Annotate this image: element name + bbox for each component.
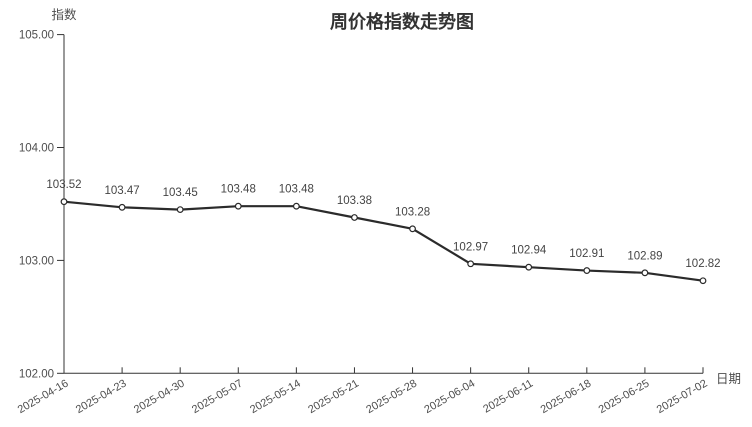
y-axis-ticks: 105.00 104.00 103.00 102.00: [19, 30, 64, 380]
x-tick-label: 2025-05-21: [306, 378, 361, 417]
data-point: [409, 225, 416, 233]
x-tick-label: 2025-06-18: [539, 378, 594, 417]
x-tick-label: 2025-06-04: [422, 378, 477, 417]
data-point-label: 103.48: [279, 184, 314, 196]
data-point-label: 102.82: [685, 258, 720, 270]
data-point: [351, 214, 358, 221]
data-point: [641, 269, 649, 277]
data-point: [525, 263, 533, 271]
y-tick-label: 105.00: [19, 30, 54, 42]
data-point-label: 102.91: [569, 248, 604, 260]
data-point: [292, 202, 300, 210]
y-tick-label: 102.00: [19, 368, 54, 380]
data-point: [176, 206, 184, 213]
x-tick-label: 2025-05-07: [190, 378, 245, 417]
data-point-label: 103.28: [395, 206, 430, 218]
data-point: [60, 198, 68, 206]
line-series: [60, 198, 707, 285]
x-tick-label: 2025-07-02: [655, 378, 710, 417]
chart-title: 周价格指数走势图: [330, 11, 474, 32]
y-tick-label: 103.00: [19, 255, 54, 267]
data-point-label: 103.48: [221, 184, 256, 196]
data-point-label: 103.52: [46, 179, 81, 191]
data-point-label: 102.94: [511, 245, 547, 257]
x-tick-label: 2025-05-14: [248, 378, 303, 417]
x-axis-ticks: 2025-04-16 2025-04-23 2025-04-30 2025-05-07…: [16, 367, 710, 416]
data-point-label: 103.47: [104, 185, 139, 197]
data-labels: 103.52 103.47 103.45 103.48 103.48 103.38 103.…: [46, 179, 720, 270]
x-tick-label: 2025-05-28: [364, 378, 419, 417]
x-tick-label: 2025-04-23: [74, 378, 129, 417]
axes: [63, 34, 703, 374]
series-line: [62, 200, 705, 282]
x-tick-label: 2025-04-30: [132, 378, 187, 417]
x-tick-label: 2025-04-16: [16, 378, 71, 417]
data-point: [699, 277, 707, 285]
data-point: [118, 203, 126, 211]
data-point: [234, 202, 242, 210]
data-point-label: 102.89: [627, 250, 662, 262]
y-axis-name: 指数: [51, 7, 77, 22]
data-point-label: 103.45: [163, 187, 198, 199]
x-tick-label: 2025-06-25: [597, 378, 652, 417]
data-point-label: 103.38: [337, 195, 372, 207]
data-point: [467, 260, 475, 268]
data-point-label: 102.97: [453, 241, 488, 253]
data-point: [583, 267, 591, 274]
x-tick-label: 2025-06-11: [481, 378, 535, 416]
x-axis-name: 日期: [716, 372, 741, 386]
y-tick-label: 104.00: [19, 143, 54, 155]
